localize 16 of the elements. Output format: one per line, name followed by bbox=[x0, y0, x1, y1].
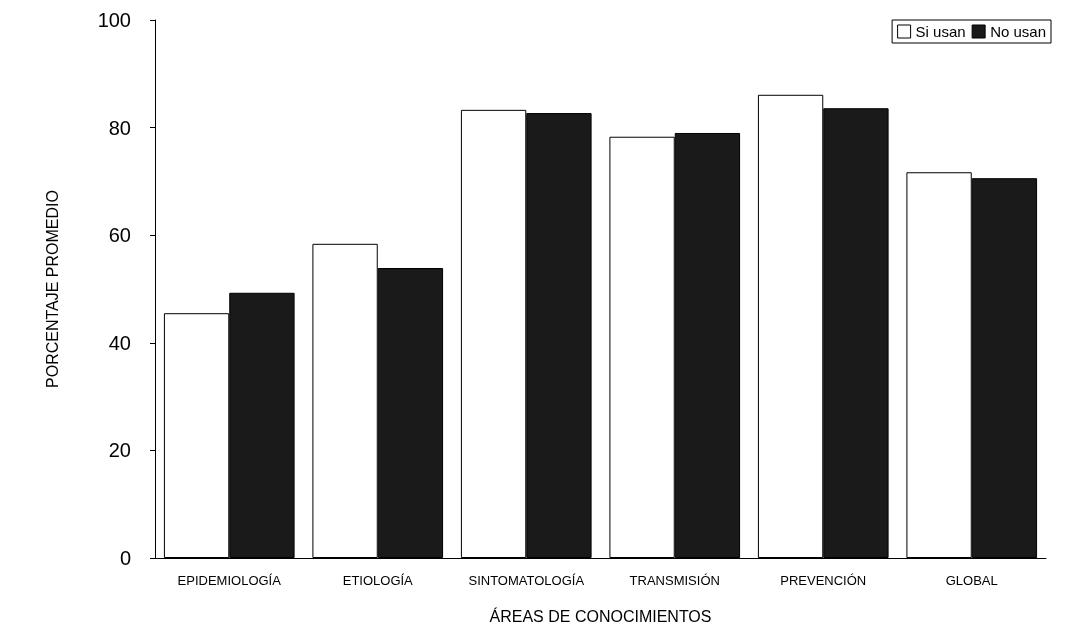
x-tick-label: TRANSMISIÓN bbox=[629, 573, 720, 588]
y-tick-label: 60 bbox=[108, 224, 131, 247]
y-tick-label: 100 bbox=[97, 9, 131, 31]
y-tick-label: 0 bbox=[119, 547, 131, 569]
y-tick-label: 80 bbox=[108, 116, 131, 139]
x-tick-label: PREVENCIÓN bbox=[780, 573, 867, 588]
y-tick-label: 40 bbox=[108, 331, 131, 354]
legend-label: No usan bbox=[990, 23, 1047, 40]
x-tick-label: ETIOLOGÍA bbox=[342, 573, 414, 588]
y-axis-title: PORCENTAJE PROMEDIO bbox=[43, 190, 61, 388]
legend-label: Si usan bbox=[915, 23, 966, 40]
x-tick-label: EPIDEMIOLOGÍA bbox=[177, 573, 282, 588]
x-axis-title: ÁREAS DE CONOCIMIENTOS bbox=[489, 606, 712, 625]
y-tick-label: 20 bbox=[108, 439, 131, 462]
x-tick-label: SINTOMATOLOGÍA bbox=[468, 573, 585, 588]
x-tick-label: GLOBAL bbox=[945, 573, 998, 588]
